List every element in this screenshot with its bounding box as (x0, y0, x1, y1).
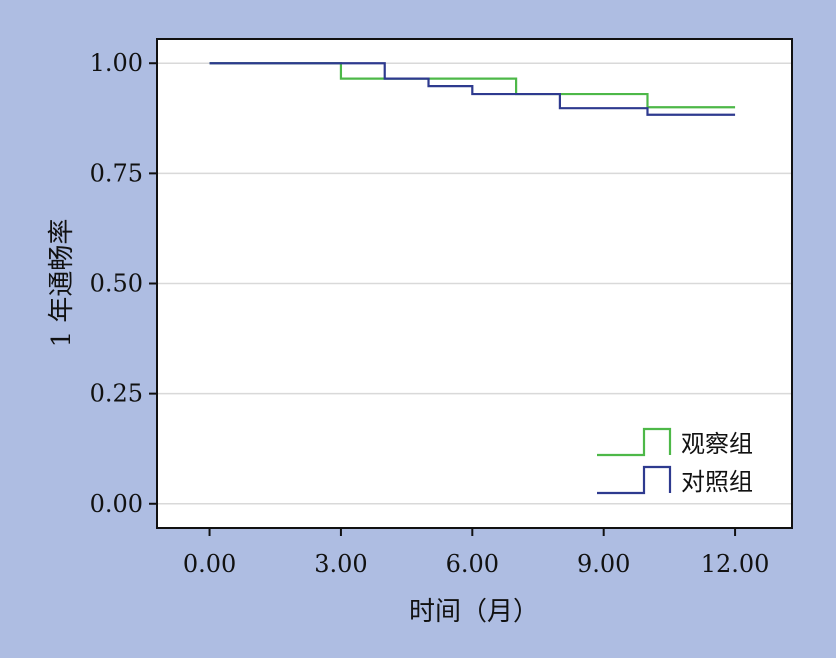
x-axis-label: 时间（月） (409, 597, 539, 627)
y-axis: 0.00 0.25 0.50 0.75 1.00 (90, 49, 157, 518)
series-lines (209, 62, 736, 116)
y-tick-label: 1.00 (90, 49, 143, 77)
y-tick-label: 0.75 (90, 159, 143, 187)
y-tick-label: 0.25 (90, 380, 143, 408)
y-tick-label: 0.50 (90, 270, 143, 298)
series-line (209, 62, 736, 109)
series-line (209, 62, 736, 116)
x-tick-label: 9.00 (577, 550, 630, 578)
x-tick-label: 0.00 (183, 550, 236, 578)
y-axis-label: 1 年通畅率 (47, 219, 77, 348)
y-tick-label: 0.00 (90, 490, 143, 518)
x-tick-label: 12.00 (701, 550, 770, 578)
legend-label: 对照组 (681, 468, 753, 496)
legend-swatch (597, 465, 672, 495)
legend-label: 观察组 (681, 430, 753, 458)
x-tick-label: 6.00 (446, 550, 499, 578)
legend-swatch (597, 427, 672, 457)
x-tick-label: 3.00 (314, 550, 367, 578)
x-axis: 0.00 3.00 6.00 9.00 12.00 (183, 528, 770, 578)
